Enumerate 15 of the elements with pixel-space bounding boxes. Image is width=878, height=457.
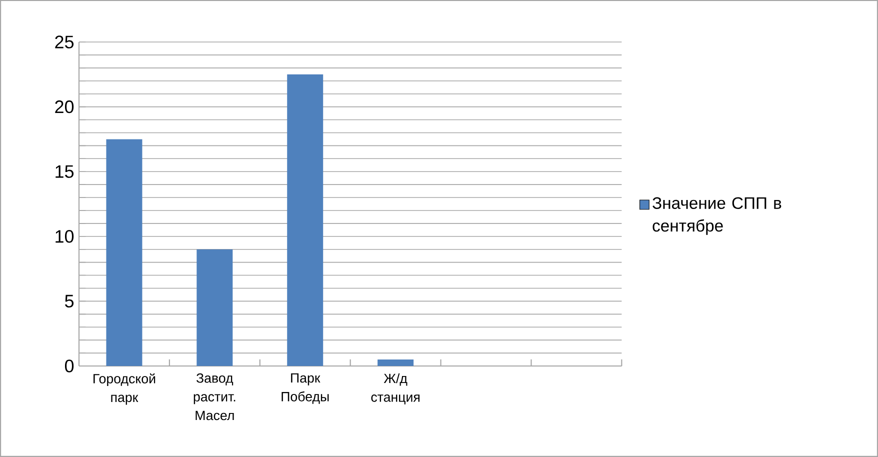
bar — [378, 360, 414, 366]
y-tick-label: 20 — [55, 100, 74, 114]
x-tick-label: Парк Победы — [282, 373, 329, 404]
y-tick-label: 0 — [64, 360, 74, 372]
legend-label: Значение СПП в сентябре — [652, 197, 782, 235]
y-tick-label: 15 — [56, 165, 74, 178]
x-tick-label: Завод растит. Масел — [194, 373, 236, 420]
bar — [196, 249, 233, 366]
bar — [287, 74, 324, 366]
y-tick-label: 5 — [64, 294, 74, 308]
y-tick-label: 25 — [55, 36, 74, 48]
bar — [106, 139, 142, 366]
x-tick-label: Городской парк — [94, 373, 156, 405]
y-tick-label: 10 — [56, 230, 74, 243]
x-tick-label: Ж/д станция — [371, 373, 420, 404]
